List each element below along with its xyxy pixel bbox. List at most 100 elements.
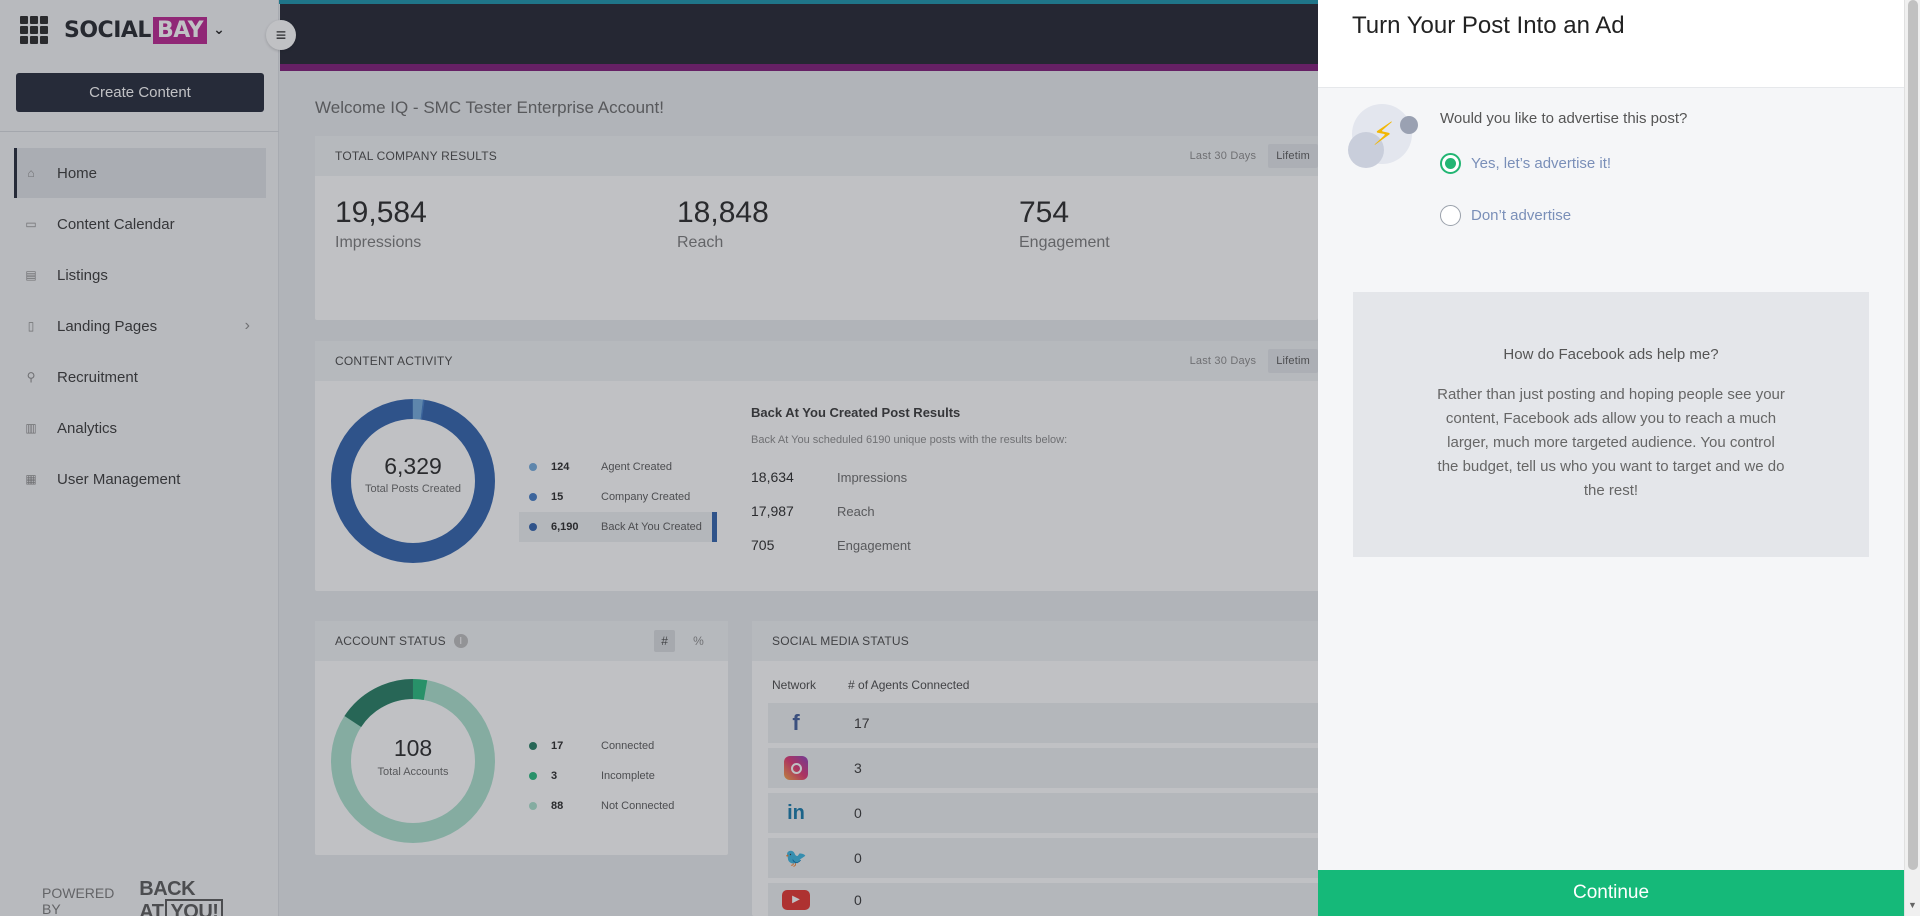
create-content-button[interactable]: Create Content	[16, 73, 264, 112]
result-value: 17,987	[751, 503, 794, 519]
legend-item[interactable]: 3 Incomplete	[519, 761, 717, 791]
chevron-down-icon: ⌄	[213, 22, 225, 38]
sidebar-item-home[interactable]: ⌂ Home	[14, 148, 266, 198]
panel-title: TOTAL COMPANY RESULTS	[335, 149, 498, 163]
toggle-percent-button[interactable]: %	[693, 634, 704, 648]
results-row: 705 Engagement	[751, 528, 1331, 562]
scrollbar[interactable]: ▼	[1904, 0, 1920, 916]
youtube-icon: ▶	[780, 886, 812, 914]
legend-dot	[529, 523, 537, 531]
agents-count: 3	[854, 760, 862, 776]
powered-logo-badge: YOU!	[165, 899, 224, 916]
linkedin-icon: in	[787, 801, 805, 824]
accounts-donut-svg	[331, 679, 495, 843]
col-agents-connected: # of Agents Connected	[848, 678, 970, 692]
sidebar-item-analytics[interactable]: ▥ Analytics	[14, 403, 266, 453]
posts-donut-svg	[331, 399, 495, 563]
twitter-icon: 🐦	[784, 847, 808, 868]
range-last-30[interactable]: Last 30 Days	[1189, 355, 1257, 367]
table-row: ▶ 0	[768, 883, 1318, 916]
date-range: Last 30 Days Lifetim	[1190, 349, 1318, 373]
panel-header: SOCIAL MEDIA STATUS	[752, 621, 1318, 661]
count-toggle: # %	[654, 630, 704, 652]
apps-grid-icon[interactable]	[20, 16, 48, 44]
agents-count: 0	[854, 891, 862, 908]
company-results-panel: TOTAL COMPANY RESULTS Last 30 Days Lifet…	[315, 136, 1318, 320]
legend-label: Back At You Created	[601, 521, 702, 533]
social-table-header: Network # of Agents Connected	[772, 678, 969, 692]
result-label: Engagement	[837, 537, 911, 553]
option-label[interactable]: Yes, let’s advertise it!	[1471, 155, 1612, 172]
legend-item[interactable]: 15 Company Created	[519, 482, 717, 512]
chevron-right-icon: ›	[244, 317, 250, 334]
continue-button[interactable]: Continue	[1318, 870, 1904, 916]
engagement-stat: 754 Engagement	[1019, 196, 1110, 252]
brand: SOCIAL BAY ⌄	[20, 12, 225, 48]
agents-count: 17	[854, 715, 870, 731]
sidebar-item-content-calendar[interactable]: ▭ Content Calendar	[14, 199, 266, 249]
sidebar-item-label: Analytics	[57, 419, 118, 437]
panel-header: ACCOUNT STATUS i # %	[315, 621, 728, 661]
table-row: in 0	[768, 793, 1318, 833]
sidebar-item-user-management[interactable]: ▦ User Management	[14, 454, 266, 504]
toggle-count-button[interactable]: #	[654, 630, 676, 652]
legend-value: 6,190	[551, 521, 579, 533]
option-yes-advertise[interactable]: Yes, let’s advertise it!	[1440, 153, 1611, 174]
stat-value: 18,848	[677, 196, 769, 229]
results-row: 18,634 Impressions	[751, 460, 1331, 494]
legend-item[interactable]: 124 Agent Created	[519, 452, 717, 482]
sidebar-item-listings[interactable]: ▤ Listings	[14, 250, 266, 300]
info-icon[interactable]: i	[453, 634, 468, 648]
sidebar-item-label: Landing Pages	[57, 317, 158, 335]
menu-collapse-icon: ≡	[275, 24, 287, 45]
facebook-ads-info-box: How do Facebook ads help me? Rather than…	[1353, 292, 1869, 557]
result-label: Impressions	[837, 469, 908, 485]
panel-header: CONTENT ACTIVITY Last 30 Days Lifetim	[315, 341, 1318, 381]
sidebar-item-recruitment[interactable]: ⚲ Recruitment	[14, 352, 266, 402]
brand-name-part: SOCIAL	[64, 17, 151, 43]
reach-stat: 18,848 Reach	[677, 196, 769, 252]
agents-count: 0	[854, 850, 862, 866]
range-last-30[interactable]: Last 30 Days	[1189, 150, 1257, 162]
legend-item[interactable]: 17 Connected	[519, 731, 717, 761]
sidebar-item-landing-pages[interactable]: ▯ Landing Pages ›	[14, 301, 266, 351]
sidebar-item-label: User Management	[57, 470, 181, 488]
legend-value: 17	[551, 740, 564, 752]
stat-label: Reach	[677, 234, 724, 251]
legend-dot	[529, 463, 537, 471]
results-subtitle: Back At You scheduled 6190 unique posts …	[751, 434, 1068, 446]
accounts-legend: 17 Connected 3 Incomplete 88 Not Connected	[519, 731, 717, 821]
calendar-icon: ▭	[25, 217, 37, 231]
modal-backdrop[interactable]	[0, 0, 1318, 916]
date-range: Last 30 Days Lifetim	[1190, 144, 1318, 168]
page-icon: ▯	[27, 319, 35, 333]
legend-item[interactable]: 88 Not Connected	[519, 791, 717, 821]
radio-unselected-icon[interactable]	[1440, 205, 1461, 226]
collapse-sidebar-button[interactable]: ≡	[266, 20, 296, 50]
help-text: Rather than just posting and hoping peop…	[1437, 386, 1785, 499]
bar-chart-icon: ▥	[25, 421, 37, 435]
sidebar-item-label: Content Calendar	[57, 215, 175, 233]
range-lifetime-button[interactable]: Lifetim	[1268, 144, 1318, 168]
brand-logo[interactable]: SOCIAL BAY ⌄	[64, 16, 225, 44]
scrollbar-thumb[interactable]	[1908, 0, 1918, 870]
legend-item-selected[interactable]: 6,190 Back At You Created	[519, 512, 717, 542]
home-icon: ⌂	[27, 166, 35, 180]
option-label[interactable]: Don’t advertise	[1471, 207, 1572, 224]
brand-name-highlight: BAY	[152, 16, 208, 44]
legend-dot	[529, 742, 537, 750]
top-accent-bar	[0, 0, 1920, 4]
lightning-bolt-icon: ⚡	[1348, 104, 1420, 170]
option-dont-advertise[interactable]: Don’t advertise	[1440, 205, 1571, 226]
total-posts-value: 6,329	[384, 453, 442, 479]
users-icon: ▦	[25, 472, 37, 486]
range-lifetime-button[interactable]: Lifetim	[1268, 349, 1318, 373]
scroll-down-arrow-icon[interactable]: ▼	[1908, 900, 1917, 910]
table-row: f 17	[768, 703, 1318, 743]
legend-dot	[529, 802, 537, 810]
panel-title: ACCOUNT STATUS	[335, 634, 446, 648]
advertise-post-panel: Turn Your Post Into an Ad ⚡ Would you li…	[1318, 0, 1904, 916]
radio-selected-icon[interactable]	[1440, 153, 1461, 174]
post-results: Back At You Created Post Results Back At…	[731, 381, 1331, 591]
stat-label: Engagement	[1019, 234, 1110, 251]
